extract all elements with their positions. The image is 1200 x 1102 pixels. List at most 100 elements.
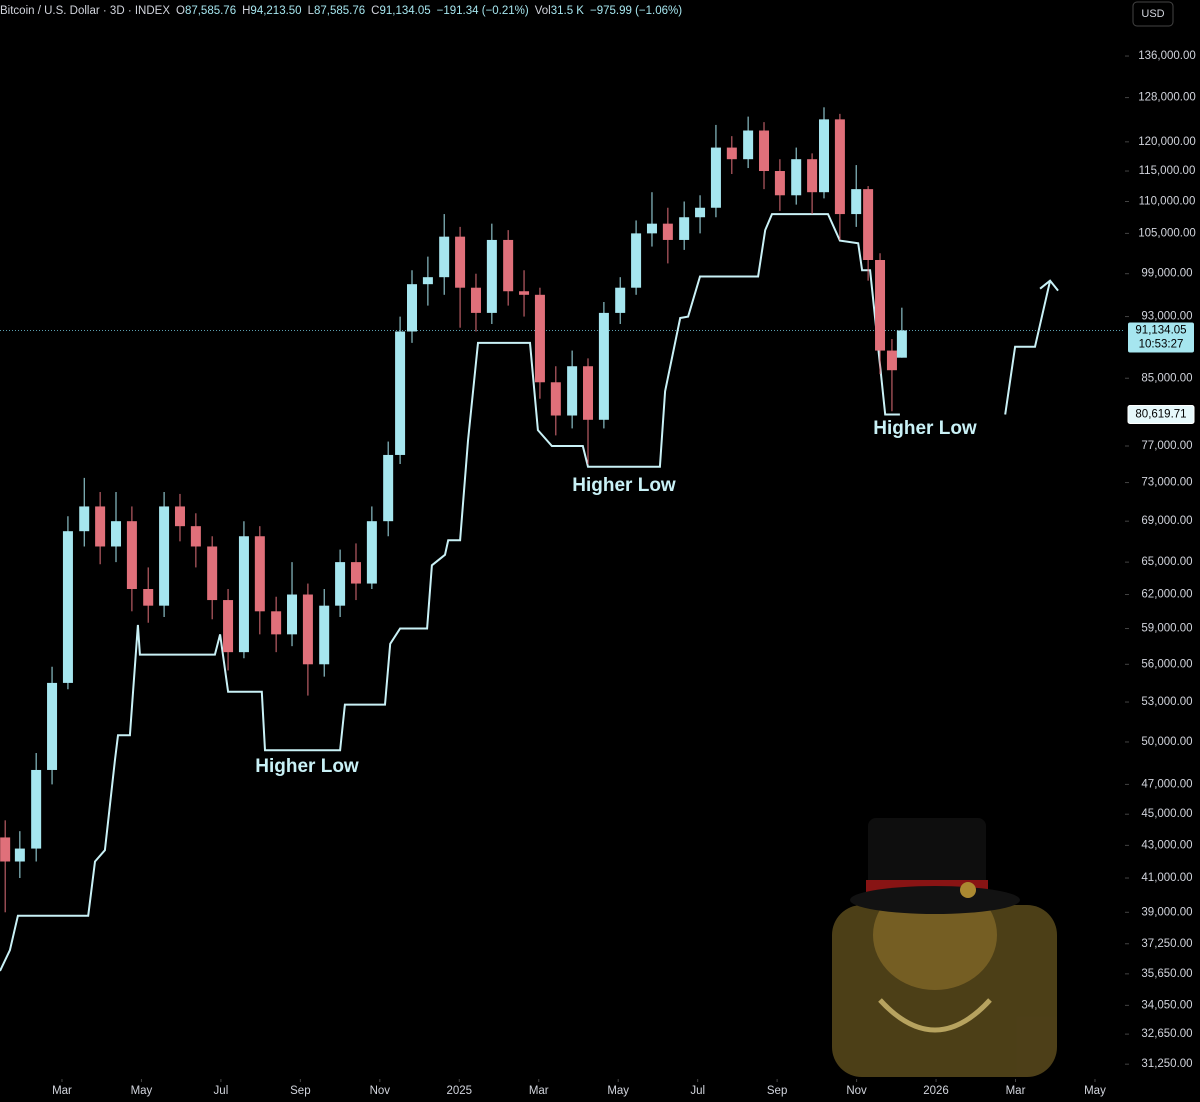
currency-label: USD: [1141, 8, 1164, 20]
candle-body: [223, 600, 234, 653]
mascot-coin: [960, 882, 976, 898]
y-tick-label: 53,000.00: [1141, 696, 1192, 708]
y-tick-label: 115,000.00: [1139, 165, 1196, 177]
support-line: [0, 213, 1052, 972]
field-value: 91,134.05: [379, 5, 431, 17]
y-tick-label: 73,000.00: [1141, 477, 1192, 489]
candle-body: [886, 350, 897, 371]
y-tick-label: 128,000.00: [1138, 92, 1196, 104]
candle-body: [759, 130, 770, 172]
candle-body: [863, 189, 874, 261]
y-tick-label: 35,650.00: [1141, 968, 1192, 980]
candle-body: [439, 236, 450, 278]
candle-body: [174, 506, 185, 527]
field-value: 87,585.76: [314, 5, 366, 17]
candle-body: [95, 506, 106, 547]
y-tick-label: 136,000.00: [1138, 50, 1196, 62]
mascot-hat: [868, 818, 986, 896]
candle-body: [455, 236, 466, 288]
y-tick-label: 65,000.00: [1141, 556, 1192, 568]
candle-body: [0, 837, 11, 862]
candle-body: [159, 506, 170, 606]
candle-body: [875, 260, 886, 351]
candle-body: [302, 594, 313, 665]
change: −191.34 (−0.21%): [436, 5, 529, 17]
y-tick-label: 56,000.00: [1141, 658, 1192, 670]
candle-body: [598, 312, 609, 420]
level-label: 80,619.71: [1135, 409, 1186, 421]
candle-body: [583, 366, 594, 420]
y-tick-label: 32,650.00: [1141, 1028, 1192, 1040]
y-tick-label: 105,000.00: [1138, 227, 1196, 239]
y-tick-label: 37,250.00: [1141, 938, 1192, 950]
candle-body: [62, 531, 73, 683]
y-tick-label: 69,000.00: [1141, 515, 1192, 527]
candle-body: [646, 223, 657, 234]
y-tick-label: 41,000.00: [1141, 872, 1192, 884]
candle-body: [567, 366, 578, 416]
x-tick-label: May: [607, 1085, 629, 1097]
last-price-tag: [1128, 322, 1194, 353]
y-tick-label: 34,050.00: [1141, 999, 1192, 1011]
x-tick-label: 2025: [446, 1085, 472, 1097]
y-tick-label: 99,000.00: [1141, 268, 1192, 280]
last-price-label: 91,134.05: [1135, 324, 1186, 336]
candle-body: [143, 589, 154, 606]
countdown-label: 10:53:27: [1139, 338, 1184, 350]
field-key: C: [371, 5, 380, 17]
mascot-image: [832, 818, 1057, 1077]
x-tick-label: Mar: [1006, 1085, 1026, 1097]
candle-body: [79, 506, 90, 532]
volume: 31.5 K: [550, 5, 584, 17]
candle-body: [287, 594, 298, 635]
candle-body: [395, 331, 406, 455]
candle-body: [726, 147, 737, 160]
field-key: L: [307, 5, 314, 17]
candle-body: [534, 294, 545, 383]
candle-body: [111, 521, 122, 547]
candle-body: [422, 277, 433, 285]
candle-body: [774, 171, 785, 196]
candle-body: [851, 189, 862, 215]
candle-body: [519, 291, 530, 295]
candle-body: [819, 119, 830, 193]
x-tick-label: Nov: [370, 1085, 391, 1097]
candle-body: [503, 239, 514, 292]
candle-body: [695, 207, 706, 218]
field-key: H: [242, 5, 251, 17]
level-tag: [1127, 404, 1195, 424]
candle-body: [126, 521, 137, 590]
candle-body: [254, 536, 265, 612]
candle-body: [710, 147, 721, 208]
x-tick-label: 2026: [923, 1085, 949, 1097]
field-key: O: [175, 5, 185, 17]
annotation: Higher Low: [572, 475, 676, 496]
candle-body: [190, 526, 201, 547]
price-axis-panel: [1125, 0, 1200, 1102]
x-tick-label: May: [1084, 1085, 1106, 1097]
header: Bitcoin / U.S. Dollar · 3D · INDEX O87,58…: [0, 5, 688, 17]
x-tick-label: Jul: [214, 1085, 229, 1097]
annotation: Higher Low: [255, 756, 359, 777]
candle-body: [834, 119, 845, 215]
symbol: Bitcoin / U.S. Dollar · 3D · INDEX: [0, 5, 170, 17]
candle-body: [383, 454, 394, 522]
candle-body: [335, 562, 346, 606]
y-tick-label: 110,000.00: [1139, 196, 1196, 208]
y-tick-label: 43,000.00: [1141, 839, 1192, 851]
candle-body: [366, 521, 377, 584]
candle-body: [207, 546, 218, 601]
candle-body: [271, 611, 282, 635]
y-tick-label: 93,000.00: [1141, 311, 1192, 323]
x-tick-label: Mar: [52, 1085, 72, 1097]
candle-body: [31, 769, 42, 849]
projection-arrowhead: [1039, 279, 1059, 292]
candle-body: [238, 536, 249, 653]
x-tick-label: May: [131, 1085, 153, 1097]
candle-body: [896, 330, 907, 358]
x-tick-label: Mar: [529, 1085, 549, 1097]
candle-body: [807, 159, 818, 193]
field-value: 87,585.76: [184, 5, 237, 17]
candle-body: [679, 217, 690, 240]
